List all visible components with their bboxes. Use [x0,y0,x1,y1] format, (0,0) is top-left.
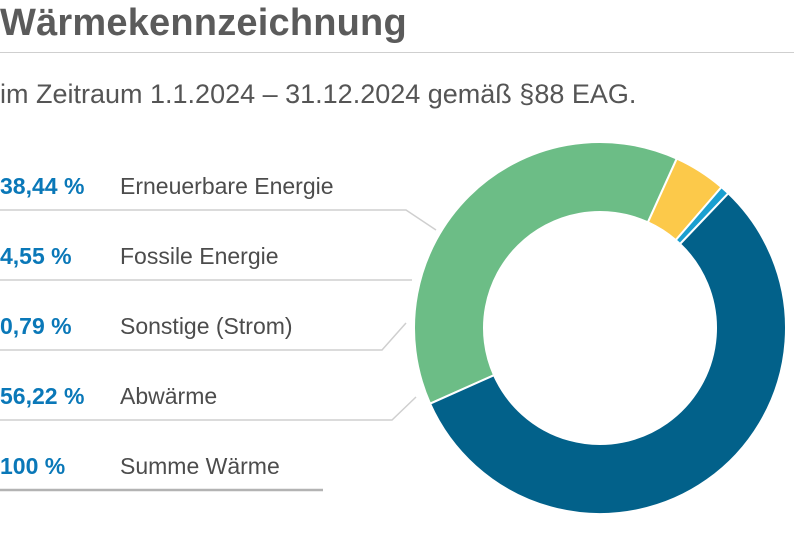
legend-percent: 38,44 % [0,173,85,199]
title-divider [0,52,794,53]
page-subtitle: im Zeitraum 1.1.2024 – 31.12.2024 gemäß … [0,79,637,109]
legend-label: Erneuerbare Energie [120,173,334,199]
page-title: Wärmekennzeichnung [0,2,407,44]
legend-label: Summe Wärme [120,453,280,479]
leader-line-erneuerbare [0,209,437,231]
donut-slice-abwaerme [428,191,787,515]
legend-label: Abwärme [120,383,218,409]
leader-line-abwaerme [0,396,417,421]
legend-percent: 4,55 % [0,243,72,269]
legend-percent: 0,79 % [0,313,72,339]
leader-line-sonstige [0,322,407,351]
legend-label: Sonstige (Strom) [120,313,293,339]
donut-slice-erneuerbare [413,141,679,405]
legend-label: Fossile Energie [120,243,279,269]
legend-percent: 100 % [0,453,66,479]
leader-lines [0,209,437,492]
donut-slices [413,141,787,515]
legend-percent: 56,22 % [0,383,85,409]
